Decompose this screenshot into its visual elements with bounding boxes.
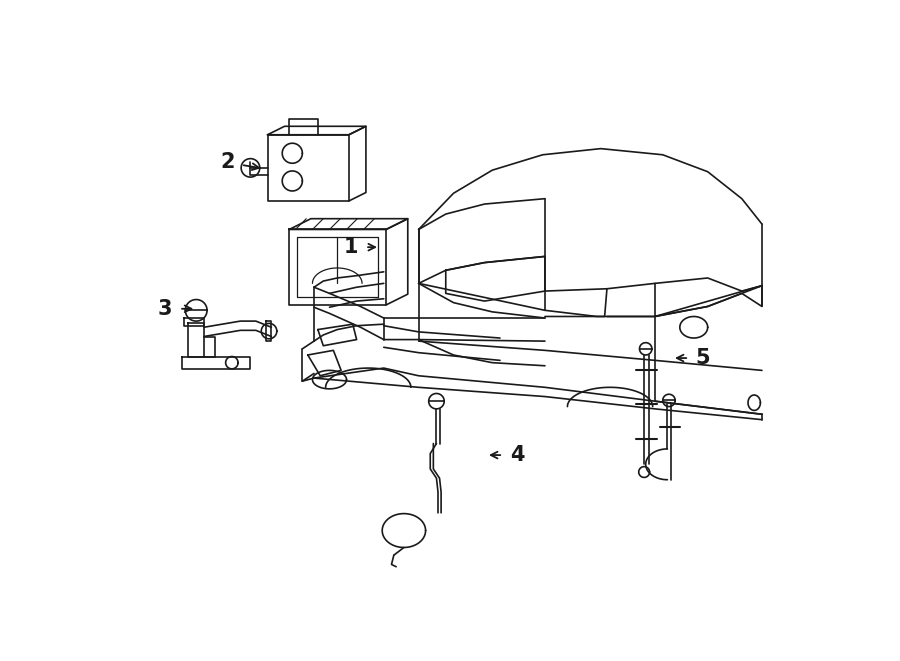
Text: 3: 3 (158, 299, 173, 319)
Text: 4: 4 (509, 445, 525, 465)
Text: 5: 5 (696, 348, 710, 368)
Text: 1: 1 (344, 237, 358, 257)
Text: 2: 2 (220, 153, 234, 173)
